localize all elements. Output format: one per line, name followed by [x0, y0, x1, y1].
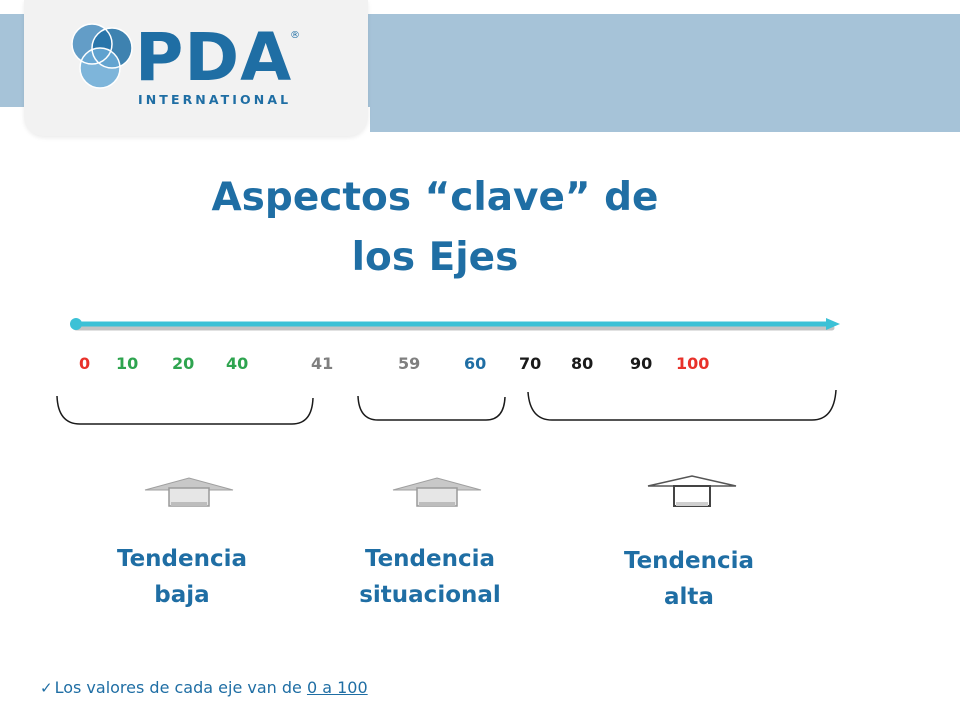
check-icon: ✓	[40, 679, 53, 697]
trend-high-icon	[647, 475, 737, 507]
scale-label-80: 80	[571, 354, 594, 373]
logo-registered-mark: ®	[290, 30, 300, 41]
trend-low-label: Tendencia baja	[82, 541, 282, 613]
bracket-high	[527, 389, 837, 421]
footnote-text: Los valores de cada eje van de	[54, 678, 307, 697]
header-banner	[370, 14, 960, 132]
trend-situational-line-2: situacional	[359, 582, 501, 608]
trend-low-icon	[144, 477, 234, 507]
scale-label-90: 90	[630, 354, 653, 373]
logo-subtitle: INTERNATIONAL	[138, 92, 292, 107]
bracket-low	[56, 395, 314, 425]
logo-wordmark: PDA	[135, 19, 293, 96]
footnote-range: 0 a 100	[306, 678, 368, 697]
page-title: Aspectos “clave” de los Ejes	[200, 168, 670, 288]
page-title-line-2: los Ejes	[351, 235, 519, 280]
logo-circles-icon	[71, 23, 133, 89]
trend-high-line-2: alta	[664, 584, 714, 610]
scale-label-41: 41	[311, 354, 334, 373]
footnote: ✓ Los valores de cada eje van de 0 a 100	[40, 677, 368, 699]
scale-label-10: 10	[116, 354, 139, 373]
trend-low-line-1: Tendencia	[116, 546, 248, 572]
trend-situational-label: Tendencia situacional	[330, 541, 530, 613]
trend-situational-icon	[392, 477, 482, 507]
bracket-situational	[357, 395, 506, 421]
scale-label-100: 100	[676, 354, 710, 373]
scale-label-60: 60	[464, 354, 487, 373]
trend-high-label: Tendencia alta	[589, 543, 789, 615]
scale-label-70: 70	[519, 354, 542, 373]
axis-arrowhead	[826, 318, 840, 330]
trend-low-line-2: baja	[154, 582, 210, 608]
trend-high-line-1: Tendencia	[623, 548, 755, 574]
scale-label-0: 0	[79, 354, 91, 373]
axis-start-dot	[70, 318, 82, 330]
page-title-line-1: Aspectos “clave” de	[211, 175, 659, 220]
scale-label-59: 59	[398, 354, 421, 373]
trend-situational-line-1: Tendencia	[364, 546, 496, 572]
scale-label-40: 40	[226, 354, 249, 373]
scale-label-20: 20	[172, 354, 195, 373]
